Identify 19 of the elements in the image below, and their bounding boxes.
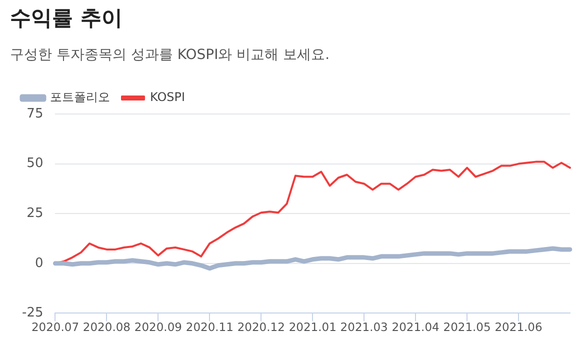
x-tick-label: 2020.09 (134, 320, 182, 334)
x-tick-label: 2021.03 (340, 320, 388, 334)
x-tick-label: 2021.05 (443, 320, 491, 334)
y-tick-label: 50 (26, 156, 44, 172)
x-tick-label: 2020.11 (186, 320, 234, 334)
x-tick-label: 2021.01 (288, 320, 336, 334)
chart-title: 수익률 추이 (10, 5, 122, 32)
x-tick-label: 2020.12 (237, 320, 285, 334)
legend-label: 포트폴리오 (50, 90, 110, 104)
legend-label: KOSPI (150, 90, 186, 104)
x-tick-label: 2020.07 (31, 320, 80, 334)
y-tick-label: 0 (34, 256, 44, 271)
x-tick-label: 2020.08 (82, 320, 130, 334)
x-tick-label: 2021.06 (494, 320, 542, 334)
y-tick-label: -25 (22, 306, 44, 321)
y-tick-label: 75 (26, 106, 44, 122)
x-tick-label: 2021.04 (392, 320, 440, 334)
chart-subtitle: 구성한 투자종목의 성과를 KOSPI와 비교해 보세요. (10, 46, 330, 64)
y-tick-label: 25 (26, 206, 44, 221)
